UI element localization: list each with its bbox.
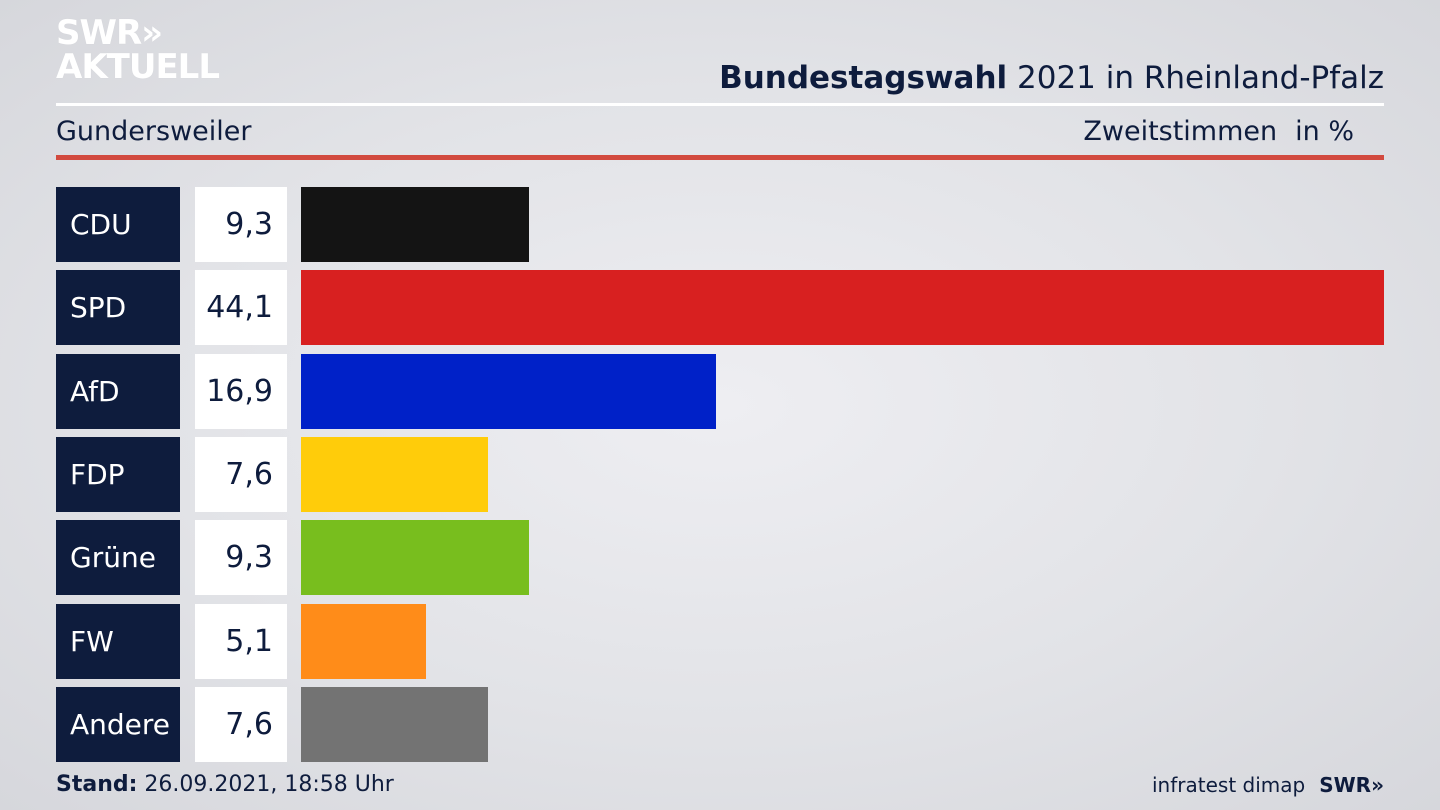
bar bbox=[301, 437, 488, 512]
title-bold: Bundestagswahl bbox=[719, 60, 1008, 96]
bar bbox=[301, 270, 1384, 345]
bar-row: Andere 7,6 bbox=[56, 687, 1384, 762]
title-rest: 2021 in Rheinland-Pfalz bbox=[1007, 60, 1384, 96]
chart-title: Bundestagswahl 2021 in Rheinland-Pfalz bbox=[719, 58, 1384, 98]
bar bbox=[301, 354, 716, 429]
value-label: 5,1 bbox=[195, 604, 287, 679]
party-label: FDP bbox=[56, 437, 180, 512]
bar bbox=[301, 520, 529, 595]
region-name: Gundersweiler bbox=[56, 116, 252, 147]
bar-row: AfD 16,9 bbox=[56, 354, 1384, 429]
stand-value: 26.09.2021, 18:58 Uhr bbox=[137, 772, 394, 797]
unit-text: in % bbox=[1295, 116, 1354, 147]
party-label: SPD bbox=[56, 270, 180, 345]
bar-row: SPD 44,1 bbox=[56, 270, 1384, 345]
party-label: Andere bbox=[56, 687, 180, 762]
stand-label: Stand: bbox=[56, 772, 138, 797]
source-text: infratest dimap bbox=[1152, 773, 1306, 797]
swr-mini-logo: SWR» bbox=[1319, 773, 1384, 797]
bar-row: FDP 7,6 bbox=[56, 437, 1384, 512]
timestamp: Stand: 26.09.2021, 18:58 Uhr bbox=[56, 771, 394, 799]
bar bbox=[301, 687, 488, 762]
bar bbox=[301, 604, 426, 679]
bar-row: Grüne 9,3 bbox=[56, 520, 1384, 595]
bar-row: CDU 9,3 bbox=[56, 187, 1384, 262]
measure-text: Zweitstimmen bbox=[1083, 116, 1278, 147]
value-label: 9,3 bbox=[195, 187, 287, 262]
value-label: 16,9 bbox=[195, 354, 287, 429]
party-label: AfD bbox=[56, 354, 180, 429]
bar-row: FW 5,1 bbox=[56, 604, 1384, 679]
header-divider bbox=[56, 103, 1384, 106]
accent-divider bbox=[56, 155, 1384, 160]
party-label: FW bbox=[56, 604, 180, 679]
measure-label: Zweitstimmen in % bbox=[1083, 114, 1354, 150]
swr-aktuell-logo: SWR» AKTUELL bbox=[56, 13, 220, 87]
party-label: CDU bbox=[56, 187, 180, 262]
value-label: 9,3 bbox=[195, 520, 287, 595]
source-credit: infratest dimap SWR» bbox=[1152, 771, 1384, 799]
party-label: Grüne bbox=[56, 520, 180, 595]
value-label: 7,6 bbox=[195, 687, 287, 762]
value-label: 7,6 bbox=[195, 437, 287, 512]
bar bbox=[301, 187, 529, 262]
value-label: 44,1 bbox=[195, 270, 287, 345]
